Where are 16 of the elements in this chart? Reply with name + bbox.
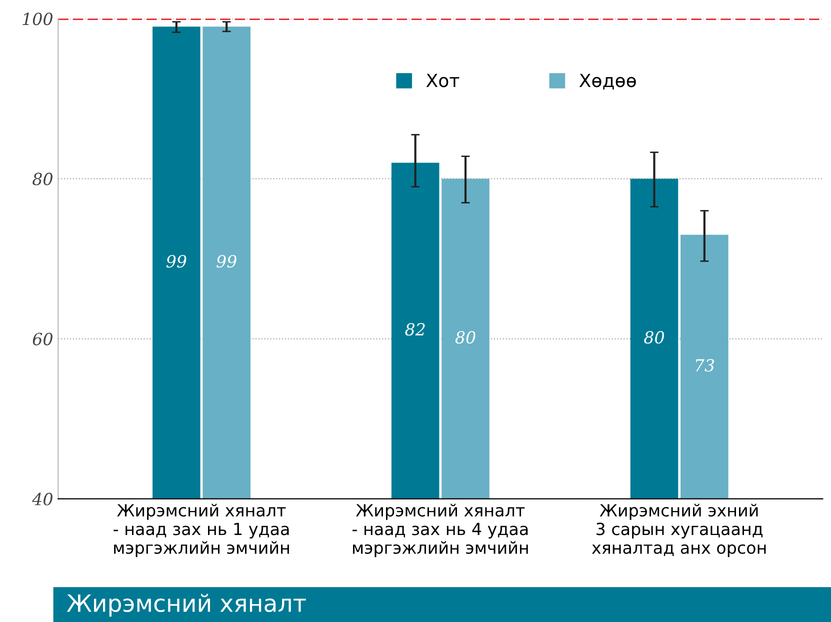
data-label: 99 (216, 254, 236, 268)
y-tick-label: 100 (22, 12, 52, 26)
x-tick-label: Жирэмсний хяналт - наад зах нь 1 удаа мэргэжлийн эмчийн (114, 504, 289, 558)
data-label: 82 (405, 323, 425, 336)
legend-label: Хот (426, 74, 460, 88)
x-tick-label: Жирэмсний хяналт - наад зах нь 4 удаа мэргэжлийн эмчийн (352, 504, 528, 558)
legend-label: Хөдөө (579, 74, 636, 90)
data-label: 80 (455, 331, 476, 344)
data-label: 80 (644, 331, 664, 344)
data-label: 99 (166, 254, 186, 268)
x-axis-title: Жирэмсний хяналт (66, 594, 306, 617)
data-label: 73 (696, 359, 714, 372)
y-tick-label: 40 (32, 492, 52, 506)
x-tick-label: Жирэмсний эхний 3 сарын хугацаанд хяналтад анх орсон (592, 504, 766, 558)
y-tick-label: 60 (32, 332, 52, 346)
y-tick-label: 80 (32, 172, 52, 186)
